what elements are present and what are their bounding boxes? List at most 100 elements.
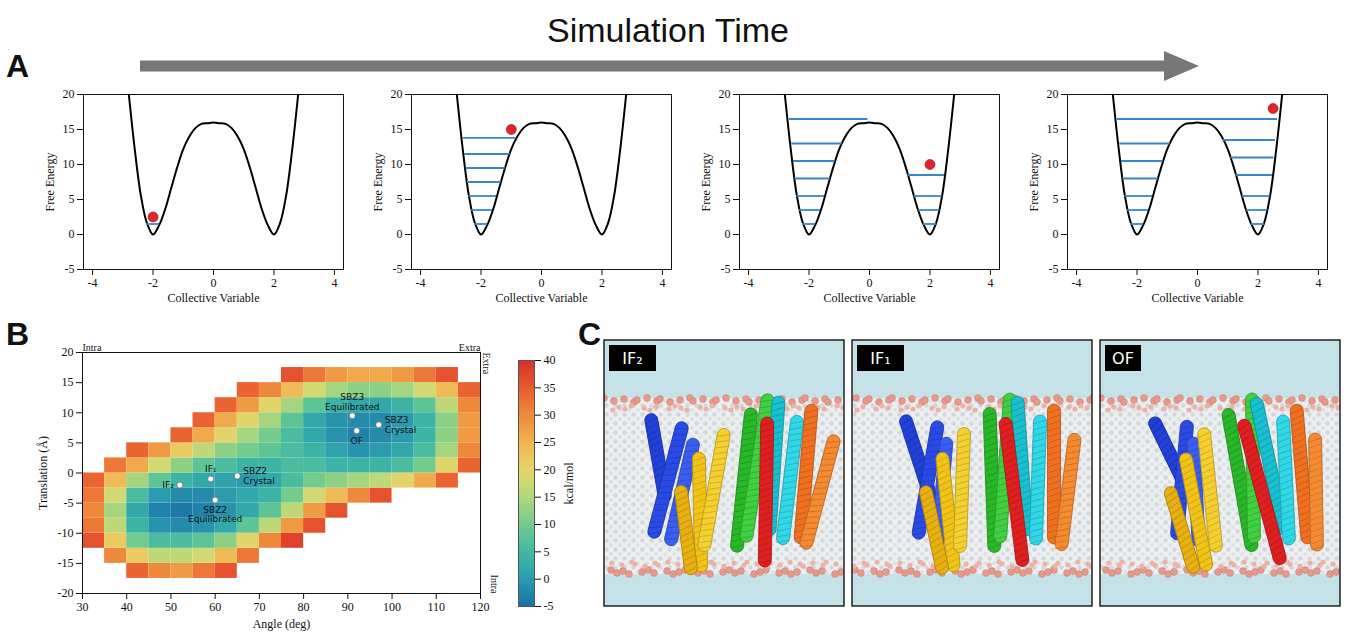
svg-text:25: 25 xyxy=(544,435,556,449)
svg-text:0: 0 xyxy=(68,466,74,480)
svg-text:40: 40 xyxy=(121,600,133,614)
svg-text:10: 10 xyxy=(391,157,403,171)
svg-text:SBZ2Crystal: SBZ2Crystal xyxy=(243,466,275,485)
svg-text:-2: -2 xyxy=(804,276,814,290)
svg-text:0: 0 xyxy=(1053,227,1059,241)
svg-text:2: 2 xyxy=(927,276,933,290)
svg-text:10: 10 xyxy=(544,517,556,531)
svg-text:Collective Variable: Collective Variable xyxy=(823,291,915,305)
svg-text:15: 15 xyxy=(391,122,403,136)
svg-text:10: 10 xyxy=(62,406,74,420)
svg-text:Extra: Extra xyxy=(459,342,481,353)
svg-text:0: 0 xyxy=(544,572,550,586)
svg-text:4: 4 xyxy=(659,276,665,290)
svg-text:20: 20 xyxy=(63,87,75,101)
svg-text:kcal/mol: kcal/mol xyxy=(562,462,576,505)
svg-text:0: 0 xyxy=(69,227,75,241)
svg-text:10: 10 xyxy=(63,157,75,171)
svg-text:-4: -4 xyxy=(416,276,426,290)
svg-text:2: 2 xyxy=(599,276,605,290)
svg-text:Angle (deg): Angle (deg) xyxy=(253,617,311,631)
svg-text:4: 4 xyxy=(987,276,993,290)
svg-text:IF₁: IF₁ xyxy=(870,349,890,368)
svg-text:20: 20 xyxy=(719,87,731,101)
svg-text:15: 15 xyxy=(1047,122,1059,136)
svg-text:60: 60 xyxy=(209,600,221,614)
svg-text:Free Energy: Free Energy xyxy=(43,153,57,212)
svg-text:35: 35 xyxy=(544,381,556,395)
svg-text:IF₁: IF₁ xyxy=(205,464,217,474)
svg-text:90: 90 xyxy=(342,600,354,614)
svg-text:-20: -20 xyxy=(58,586,74,600)
svg-text:OF: OF xyxy=(1112,349,1134,368)
svg-text:20: 20 xyxy=(1047,87,1059,101)
svg-text:5: 5 xyxy=(69,192,75,206)
svg-text:Free Energy: Free Energy xyxy=(699,153,713,212)
svg-text:Translation (Å): Translation (Å) xyxy=(36,436,50,510)
svg-text:40: 40 xyxy=(544,353,556,367)
svg-text:-2: -2 xyxy=(476,276,486,290)
svg-text:4: 4 xyxy=(1315,276,1321,290)
svg-text:IF₂: IF₂ xyxy=(162,480,174,490)
svg-text:SBZ3Crystal: SBZ3Crystal xyxy=(385,415,417,434)
svg-text:-5: -5 xyxy=(393,262,403,276)
svg-text:100: 100 xyxy=(383,600,401,614)
svg-text:5: 5 xyxy=(397,192,403,206)
svg-text:4: 4 xyxy=(331,276,337,290)
svg-text:Free Energy: Free Energy xyxy=(1027,153,1041,212)
svg-text:20: 20 xyxy=(62,345,74,359)
svg-text:-5: -5 xyxy=(64,496,74,510)
svg-text:70: 70 xyxy=(253,600,265,614)
svg-text:10: 10 xyxy=(719,157,731,171)
svg-text:-5: -5 xyxy=(65,262,75,276)
svg-text:Intra: Intra xyxy=(83,342,102,353)
svg-text:30: 30 xyxy=(77,600,89,614)
svg-text:2: 2 xyxy=(1255,276,1261,290)
svg-text:-2: -2 xyxy=(148,276,158,290)
html-text:A: A xyxy=(6,48,30,84)
svg-text:5: 5 xyxy=(68,436,74,450)
svg-text:120: 120 xyxy=(472,600,490,614)
svg-text:50: 50 xyxy=(165,600,177,614)
svg-text:5: 5 xyxy=(1053,192,1059,206)
svg-text:Collective Variable: Collective Variable xyxy=(1151,291,1243,305)
svg-text:20: 20 xyxy=(391,87,403,101)
svg-text:IF₂: IF₂ xyxy=(622,349,642,368)
svg-text:0: 0 xyxy=(1195,276,1201,290)
svg-text:OF: OF xyxy=(351,436,363,446)
svg-text:-4: -4 xyxy=(1072,276,1082,290)
svg-text:30: 30 xyxy=(544,408,556,422)
svg-text:20: 20 xyxy=(544,463,556,477)
svg-text:110: 110 xyxy=(427,600,445,614)
svg-text:-5: -5 xyxy=(1049,262,1059,276)
svg-text:15: 15 xyxy=(62,375,74,389)
svg-text:Free Energy: Free Energy xyxy=(371,153,385,212)
svg-text:-4: -4 xyxy=(744,276,754,290)
svg-text:SBZ2Equilibrated: SBZ2Equilibrated xyxy=(188,505,242,524)
svg-text:15: 15 xyxy=(719,122,731,136)
svg-text:5: 5 xyxy=(725,192,731,206)
svg-text:0: 0 xyxy=(539,276,545,290)
svg-text:15: 15 xyxy=(63,122,75,136)
svg-text:-15: -15 xyxy=(58,556,74,570)
svg-text:Intra: Intra xyxy=(489,575,500,594)
svg-text:10: 10 xyxy=(1047,157,1059,171)
svg-text:5: 5 xyxy=(544,545,550,559)
svg-text:0: 0 xyxy=(211,276,217,290)
svg-text:0: 0 xyxy=(397,227,403,241)
svg-text:SBZ3Equilibrated: SBZ3Equilibrated xyxy=(325,392,379,411)
svg-text:2: 2 xyxy=(271,276,277,290)
svg-text:-2: -2 xyxy=(1132,276,1142,290)
svg-text:80: 80 xyxy=(298,600,310,614)
svg-text:0: 0 xyxy=(725,227,731,241)
svg-text:Extra: Extra xyxy=(481,353,492,375)
svg-text:-5: -5 xyxy=(544,599,554,613)
svg-text:-5: -5 xyxy=(721,262,731,276)
svg-text:15: 15 xyxy=(544,490,556,504)
svg-text:Simulation Time: Simulation Time xyxy=(547,11,789,49)
svg-text:-4: -4 xyxy=(88,276,98,290)
svg-text:-10: -10 xyxy=(58,526,74,540)
svg-text:0: 0 xyxy=(867,276,873,290)
svg-text:Collective Variable: Collective Variable xyxy=(167,291,259,305)
svg-text:Collective Variable: Collective Variable xyxy=(495,291,587,305)
